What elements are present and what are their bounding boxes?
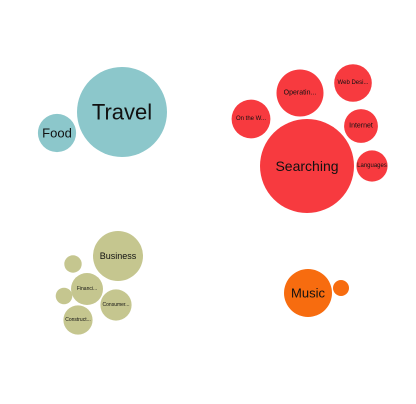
bubble[interactable]	[63, 305, 93, 335]
bubble[interactable]	[231, 99, 271, 139]
bubble[interactable]	[71, 273, 103, 305]
bubble[interactable]	[334, 64, 372, 102]
bubble[interactable]	[344, 109, 378, 143]
bubble[interactable]	[333, 280, 349, 296]
bubble[interactable]	[93, 231, 143, 281]
bubble[interactable]	[55, 287, 73, 305]
bubble[interactable]	[356, 150, 388, 182]
bubble[interactable]	[100, 289, 132, 321]
bubble[interactable]	[77, 67, 167, 157]
bubble-group: BusinessFinanci...Consumer...Construct..…	[55, 231, 143, 335]
bubble[interactable]	[37, 113, 77, 153]
bubble[interactable]	[276, 69, 324, 117]
bubble-group: Music	[284, 269, 349, 317]
bubble[interactable]	[284, 269, 332, 317]
bubble[interactable]	[64, 255, 82, 273]
bubble[interactable]	[260, 119, 354, 213]
